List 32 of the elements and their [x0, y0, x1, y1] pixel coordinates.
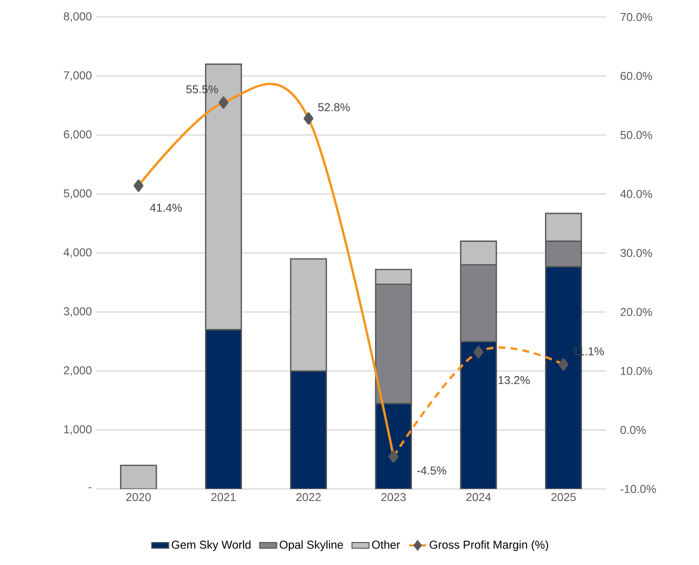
y-tick-label: 8,000: [64, 12, 92, 22]
y2-tick-label: 30.0%: [620, 248, 652, 258]
data-label: 13.2%: [498, 376, 530, 384]
y-tick-label: -: [88, 487, 92, 488]
y-tick-label: 3,000: [64, 307, 92, 317]
y2-tick-label: -10.0%: [620, 484, 656, 494]
legend-label: Gross Profit Margin (%): [430, 540, 548, 552]
y2-tick-label: 20.0%: [620, 308, 652, 316]
y-tick-label: 7,000: [64, 71, 92, 81]
y-tick-label: 4,000: [64, 248, 92, 258]
y2-tick-label: 70.0%: [620, 12, 652, 22]
y2-tick-label: 50.0%: [620, 130, 652, 140]
x-tick-label: 2021: [211, 493, 236, 502]
x-tick-label: 2025: [551, 493, 576, 502]
y2-tick-label: 40.0%: [620, 190, 652, 198]
y2-tick-label: 0.0%: [620, 426, 646, 434]
legend-label: Other: [372, 540, 400, 549]
legend-label: Gem Sky World: [172, 540, 250, 552]
y-tick-label: 6,000: [64, 130, 92, 140]
x-tick-label: 2024: [466, 493, 491, 502]
data-label: 41.4%: [150, 204, 182, 212]
legend-label: Opal Skyline: [280, 540, 343, 552]
y-tick-label: 2,000: [64, 366, 92, 376]
data-label: 52.8%: [318, 103, 350, 112]
y2-tick-label: 60.0%: [620, 72, 652, 80]
y-tick-label: 5,000: [64, 189, 92, 199]
x-tick-label: 2020: [126, 493, 151, 502]
data-label: -4.5%: [417, 466, 446, 475]
x-tick-label: 2022: [296, 493, 321, 502]
y2-tick-label: 10.0%: [620, 366, 652, 376]
y-tick-label: 1,000: [64, 425, 92, 435]
x-tick-label: 2023: [381, 493, 406, 502]
